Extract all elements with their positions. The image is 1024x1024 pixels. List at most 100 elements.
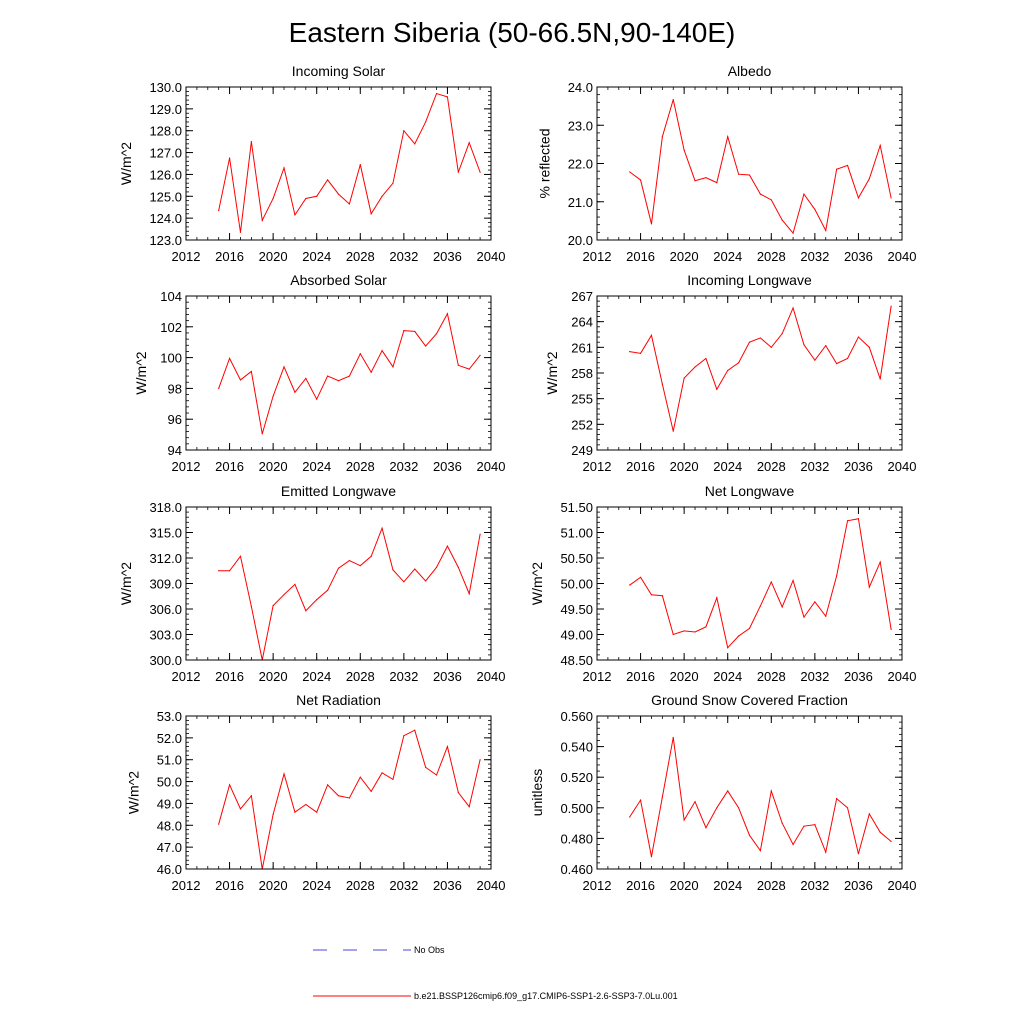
data-point (457, 171, 459, 173)
data-point (650, 334, 653, 336)
x-tick-label: 2032 (389, 878, 418, 893)
data-point (770, 199, 772, 201)
y-axis-label: W/m^2 (529, 562, 545, 605)
data-point (250, 370, 252, 373)
data-point (672, 633, 674, 636)
data-point (283, 593, 285, 596)
y-tick-label: 23.0 (568, 118, 593, 133)
data-point (239, 379, 242, 381)
data-point (479, 759, 481, 761)
data-point (337, 795, 340, 797)
data-point (479, 533, 481, 535)
data-point (414, 143, 416, 145)
data-point (381, 527, 383, 529)
data-point (683, 819, 685, 821)
data-point (435, 92, 438, 95)
panel-title: Emitted Longwave (281, 483, 396, 499)
x-tick-label: 2024 (713, 459, 742, 474)
data-point (316, 599, 318, 601)
data-point (694, 366, 696, 368)
data-point (879, 144, 881, 147)
data-point (381, 350, 383, 352)
x-tick-label: 2040 (477, 249, 506, 264)
x-tick-label: 2016 (215, 878, 244, 893)
data-point (305, 803, 307, 806)
y-tick-label: 123.0 (149, 233, 182, 248)
y-tick-label: 0.560 (560, 709, 593, 724)
data-point (781, 333, 783, 335)
x-tick-label: 2028 (346, 669, 375, 684)
y-tick-label: 312.0 (149, 551, 182, 566)
y-tick-label: 130.0 (149, 80, 182, 95)
data-point (348, 375, 350, 377)
x-tick-label: 2028 (757, 878, 786, 893)
legend-label-model-run: b.e21.BSSP126cmip6.f09_g17.CMIP6-SSP1-2.… (414, 991, 678, 1001)
y-tick-label: 258 (571, 366, 593, 381)
data-point (846, 357, 849, 360)
panel-title: Ground Snow Covered Fraction (651, 692, 848, 708)
figure-title: Eastern Siberia (50-66.5N,90-140E) (289, 17, 736, 48)
y-axis-label: W/m^2 (118, 562, 134, 605)
data-point (694, 180, 696, 182)
data-point (261, 433, 263, 435)
data-point (327, 784, 329, 786)
data-point (672, 99, 674, 101)
data-point (705, 827, 707, 829)
panel-title: Absorbed Solar (290, 272, 387, 288)
y-tick-label: 100 (160, 351, 182, 366)
chart-panel: Ground Snow Covered Fraction 2012 2016 2020… (529, 692, 916, 893)
x-tick-label: 2036 (844, 459, 873, 474)
data-point (305, 377, 307, 379)
plot-frame (596, 506, 903, 661)
data-point (468, 593, 470, 595)
data-point (803, 193, 805, 195)
data-point (468, 368, 470, 370)
data-point (890, 628, 892, 631)
y-tick-label: 0.520 (560, 770, 593, 785)
data-point (857, 336, 860, 338)
data-point (446, 746, 449, 748)
x-tick-label: 2032 (800, 878, 829, 893)
data-point (759, 605, 761, 607)
y-tick-label: 22.0 (568, 157, 593, 172)
series-line (629, 518, 892, 649)
data-point (629, 351, 631, 353)
data-point (836, 798, 838, 800)
data-point (890, 197, 892, 199)
x-tick-label: 2020 (259, 249, 288, 264)
x-tick-label: 2032 (389, 249, 418, 264)
data-point (370, 371, 372, 373)
data-point (781, 219, 783, 221)
data-point (650, 594, 653, 596)
x-tick-label: 2020 (670, 878, 699, 893)
y-tick-label: 104 (160, 289, 182, 304)
plot-frame (185, 506, 492, 661)
data-point (446, 96, 449, 98)
data-point (825, 345, 827, 347)
data-point (879, 831, 881, 833)
data-point (727, 647, 729, 649)
data-point (228, 570, 231, 572)
y-tick-label: 51.50 (560, 500, 593, 515)
data-point (694, 801, 696, 803)
x-tick-label: 2024 (302, 249, 331, 264)
data-point (370, 213, 372, 215)
data-point (272, 197, 274, 200)
data-point (716, 388, 718, 390)
data-point (239, 808, 242, 810)
data-point (748, 174, 751, 176)
x-tick-label: 2024 (713, 669, 742, 684)
data-point (814, 824, 816, 826)
data-point (661, 796, 663, 798)
x-tick-label: 2036 (844, 249, 873, 264)
y-tick-label: 306.0 (149, 602, 182, 617)
x-tick-label: 2032 (800, 669, 829, 684)
x-tick-label: 2024 (302, 878, 331, 893)
data-point (403, 330, 405, 332)
y-tick-label: 48.0 (157, 818, 182, 833)
x-tick-label: 2028 (346, 878, 375, 893)
x-tick-label: 2036 (844, 669, 873, 684)
x-tick-label: 2012 (583, 459, 612, 474)
panel-title: Net Longwave (705, 483, 795, 499)
data-point (846, 164, 849, 167)
